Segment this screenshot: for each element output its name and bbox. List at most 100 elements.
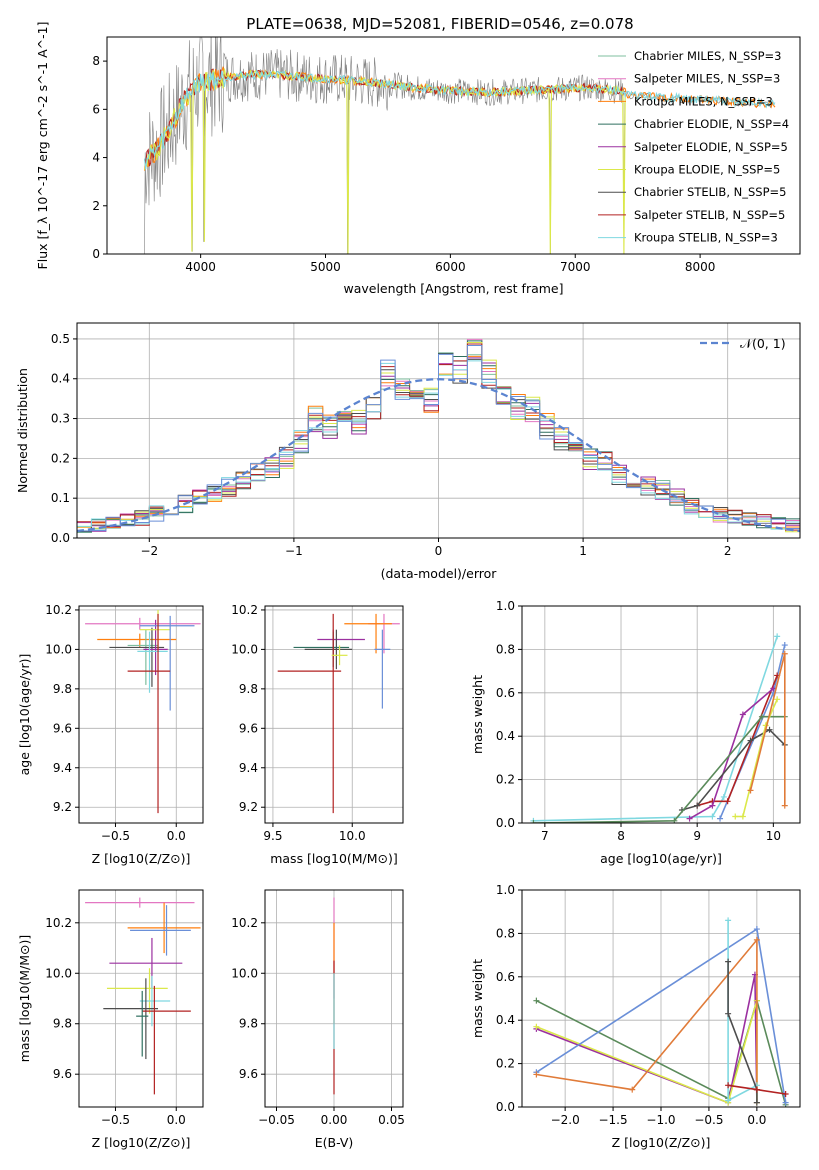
tick-label-y: 8 — [92, 54, 100, 68]
weight-line — [536, 937, 758, 1091]
weight-marker — [753, 936, 760, 943]
weight-marker — [725, 1097, 732, 1104]
tick-label-y: 9.4 — [239, 761, 258, 775]
tick-label-y: 10.2 — [231, 916, 258, 930]
tick-label-x: 0 — [435, 544, 443, 558]
tick-label-x: −1.0 — [646, 1113, 675, 1127]
y-axis-label: Normed distribution — [15, 368, 30, 493]
weight-marker — [782, 1090, 789, 1097]
tick-label-y: 10.2 — [45, 916, 72, 930]
tick-label-x: 1 — [579, 544, 587, 558]
weight-marker — [725, 958, 732, 965]
weight-marker — [694, 802, 701, 809]
axes-frame — [264, 605, 404, 824]
weight-vs-z-axes: −2.0 −1.5 −1.0 −0.5 0.0 0.0 0.2 0.4 0.6 0.8 1.0 Z [… — [470, 883, 801, 1150]
axes-frame — [78, 889, 204, 1108]
weight-line — [689, 687, 774, 820]
weight-line — [533, 715, 785, 823]
weight-marker — [781, 650, 788, 657]
tick-label-y: 0.8 — [496, 926, 515, 940]
weight-marker — [753, 926, 760, 933]
tick-label-x: 9.5 — [263, 829, 282, 843]
y-axis-label: mass weight — [470, 675, 485, 754]
weight-marker — [747, 737, 754, 744]
mass-vs-ebv-axes: −0.05 0.00 0.05 9.6 9.8 10.0 10.2 E(B-V) — [231, 889, 405, 1150]
axes-frame — [521, 605, 801, 824]
tick-label-x: 4000 — [185, 260, 216, 274]
tick-label-y: 0.6 — [496, 686, 515, 700]
legend-entry: Kroupa STELIB, N_SSP=3 — [634, 231, 778, 245]
weight-line — [696, 675, 778, 807]
weight-marker — [724, 798, 731, 805]
weight-marker — [533, 1071, 540, 1078]
tick-label-x: 7000 — [560, 260, 591, 274]
tick-label-x: 8000 — [685, 260, 716, 274]
weight-marker — [739, 813, 746, 820]
tick-label-y: 0.0 — [496, 816, 515, 830]
tick-label-y: 0.4 — [496, 1013, 515, 1027]
weight-marker — [686, 815, 693, 822]
weight-marker — [782, 1099, 789, 1106]
legend-entry: 𝒩(0, 1) — [740, 336, 786, 351]
y-axis-label: mass weight — [470, 959, 485, 1038]
x-axis-label: Z [log10(Z/Z⊙)] — [92, 1135, 191, 1150]
weight-marker — [774, 633, 781, 640]
weight-marker — [739, 711, 746, 718]
weight-marker — [766, 726, 773, 733]
weight-marker — [774, 696, 781, 703]
weight-marker — [629, 1086, 636, 1093]
tick-label-y: 9.8 — [239, 682, 258, 696]
axes-frame — [106, 36, 801, 255]
legend-entry: Chabrier MILES, N_SSP=3 — [634, 49, 781, 63]
weight-line — [727, 961, 758, 1103]
x-axis-label: E(B-V) — [315, 1135, 354, 1150]
tick-label-y: 2 — [92, 199, 100, 213]
weight-marker — [720, 793, 727, 800]
tick-label-y: 4 — [92, 151, 100, 165]
tick-label-y: 9.6 — [53, 721, 72, 735]
weight-marker — [533, 1023, 540, 1030]
tick-label-x: 0.0 — [167, 829, 186, 843]
tick-label-x: 6000 — [435, 260, 466, 274]
axes-frame — [78, 605, 204, 824]
tick-label-y: 10.2 — [231, 603, 258, 617]
legend-entry: Chabrier ELODIE, N_SSP=4 — [634, 117, 789, 131]
tick-label-y: 0.6 — [496, 970, 515, 984]
weight-marker — [725, 1010, 732, 1017]
legend-entry: Salpeter MILES, N_SSP=3 — [634, 72, 780, 86]
tick-label-y: 1.0 — [496, 883, 515, 897]
tick-label-x: 0.0 — [747, 1113, 766, 1127]
tick-label-y: 0.1 — [51, 491, 70, 505]
x-axis-label: Z [log10(Z/Z⊙)] — [612, 1135, 711, 1150]
tick-label-y: 10.0 — [231, 966, 258, 980]
figure-title: PLATE=0638, MJD=52081, FIBERID=0546, z=0… — [246, 15, 633, 33]
residuals-plot-area — [77, 338, 800, 533]
age-vs-mass-axes: 9.5 10.0 9.2 9.4 9.6 9.8 10.0 10.2 mass [log10(M… — [231, 603, 404, 866]
tick-label-y: 10.0 — [45, 966, 72, 980]
spectrum-plot-area — [143, 37, 776, 254]
mass-vs-z-axes: −0.5 0.0 9.6 9.8 10.0 10.2 Z [log10(Z/Z⊙)] mass… — [17, 889, 204, 1150]
legend-entry: Chabrier STELIB, N_SSP=5 — [634, 185, 786, 199]
tick-label-x: 2 — [724, 544, 732, 558]
weight-line — [727, 920, 758, 1102]
tick-label-y: 9.6 — [239, 721, 258, 735]
tick-label-y: 0.4 — [496, 729, 515, 743]
tick-label-x: 0.05 — [378, 1113, 405, 1127]
weight-marker — [717, 815, 724, 822]
residuals-axes: −2 −1 0 1 2 0.0 0.1 0.2 0.3 0.4 0.5 (data-model)/er… — [15, 322, 801, 581]
normal-curve — [77, 378, 800, 533]
spectrum-axes: 4000 5000 6000 7000 8000 0 2 4 6 8 wavelength [Ang… — [35, 22, 801, 296]
tick-label-x: 9 — [693, 829, 701, 843]
tick-label-y: 9.2 — [53, 800, 72, 814]
weight-line — [533, 636, 778, 822]
tick-label-x: −2 — [140, 544, 158, 558]
tick-label-y: 6 — [92, 102, 100, 116]
weight-line — [536, 974, 758, 1104]
tick-label-y: 9.8 — [53, 682, 72, 696]
weight-marker — [725, 917, 732, 924]
weight-vs-z-plot-area — [533, 917, 789, 1107]
legend-entry: Kroupa ELODIE, N_SSP=5 — [634, 163, 780, 177]
legend-entry: Salpeter STELIB, N_SSP=5 — [634, 208, 785, 222]
tick-label-y: 0.2 — [496, 1057, 515, 1071]
